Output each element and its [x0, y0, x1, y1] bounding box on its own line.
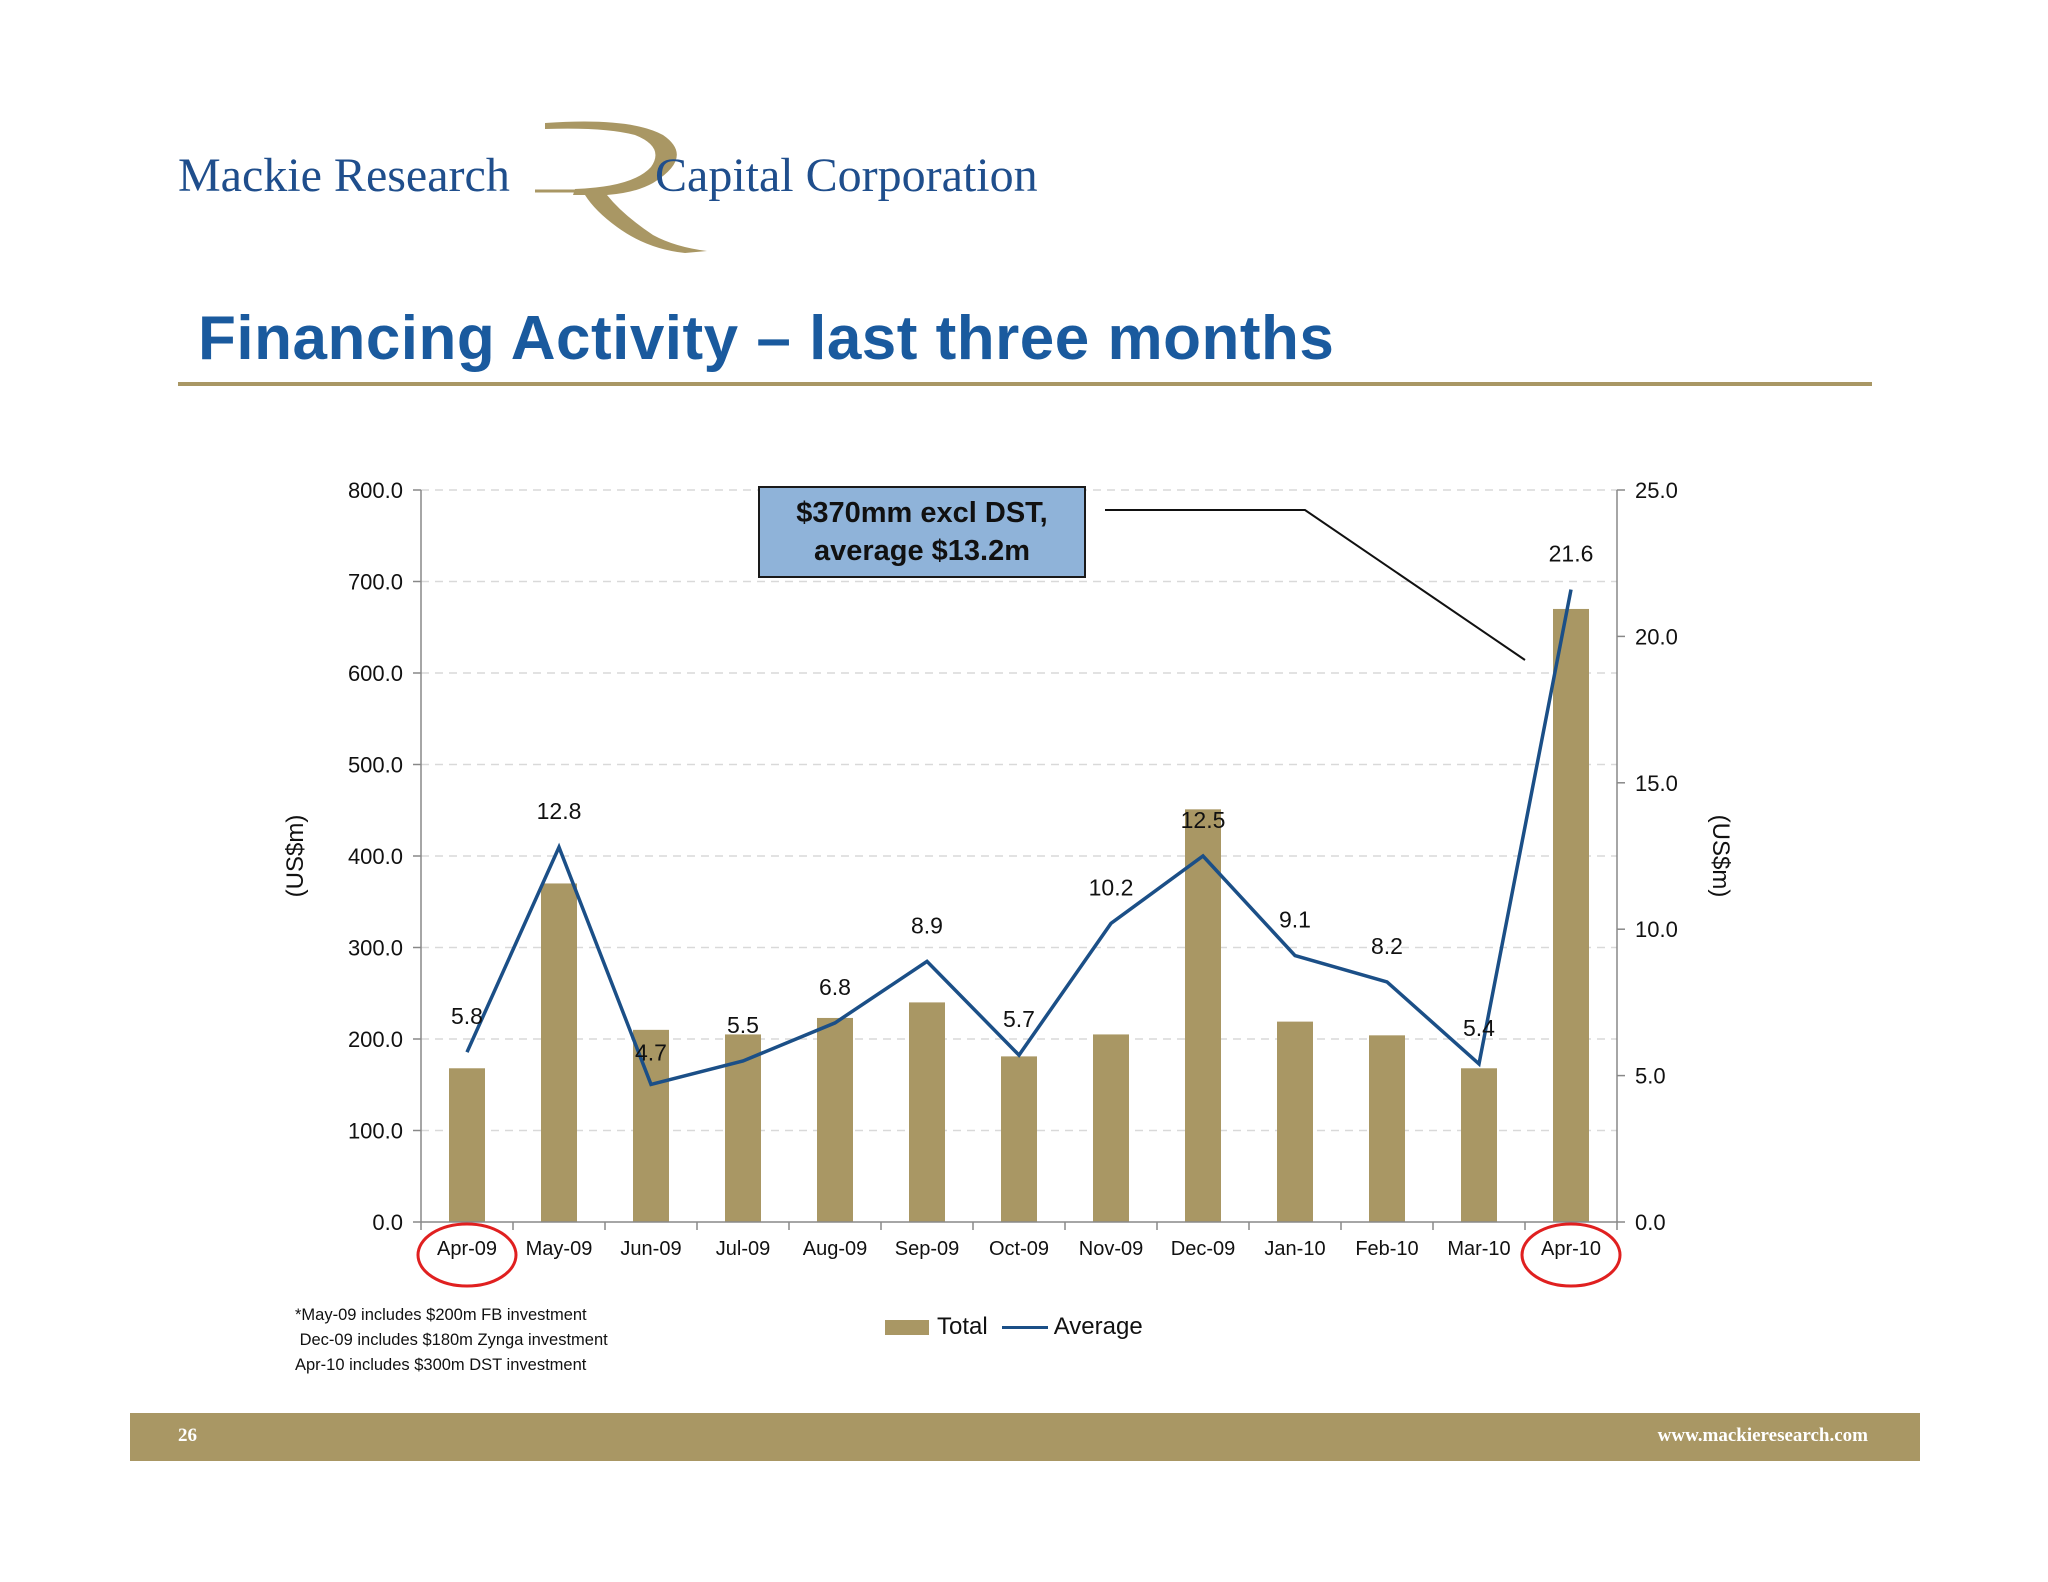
- page-number: 26: [178, 1425, 197, 1446]
- x-tick-label: Feb-10: [1355, 1238, 1418, 1260]
- average-data-label: 5.4: [1463, 1015, 1495, 1041]
- bar-total: [633, 1029, 669, 1222]
- bar-total: [541, 883, 577, 1222]
- y-right-tick-label: 0.0: [1635, 1210, 1666, 1235]
- x-tick-label: May-09: [526, 1238, 593, 1260]
- footer-url: www.mackieresearch.com: [1657, 1425, 1868, 1446]
- average-data-label: 6.8: [819, 974, 851, 1000]
- bar-total: [1093, 1034, 1129, 1222]
- highlight-circle: [1520, 1222, 1622, 1288]
- bar-total: [1553, 608, 1589, 1222]
- average-data-label: 10.2: [1089, 874, 1134, 900]
- y-right-tick-label: 20.0: [1635, 624, 1678, 649]
- y-left-tick-label: 700.0: [348, 570, 403, 595]
- footnote: *May-09 includes $200m FB investment: [295, 1306, 587, 1324]
- title-divider: [178, 382, 1872, 386]
- average-data-label: 8.9: [911, 912, 943, 938]
- y-left-tick-label: 300.0: [348, 936, 403, 961]
- highlight-circle: [416, 1222, 518, 1288]
- average-data-label: 21.6: [1549, 541, 1594, 567]
- bar-total: [817, 1017, 853, 1222]
- logo-r-mark: [535, 121, 707, 253]
- footnote: Apr-10 includes $300m DST investment: [295, 1356, 587, 1374]
- legend-swatch-total: [885, 1319, 929, 1335]
- y-right-tick-label: 10.0: [1635, 917, 1678, 942]
- y-left-tick-label: 800.0: [348, 478, 403, 503]
- average-data-label: 5.5: [727, 1012, 759, 1038]
- footnote: Dec-09 includes $180m Zynga investment: [295, 1331, 608, 1349]
- x-tick-label: Dec-09: [1171, 1238, 1235, 1260]
- bar-total: [1461, 1068, 1497, 1222]
- footer-bar: 26 www.mackieresearch.com: [130, 1413, 1920, 1461]
- x-tick-label: Mar-10: [1447, 1238, 1510, 1260]
- bar-total: [1185, 809, 1221, 1222]
- bar-total: [449, 1068, 485, 1222]
- average-line: [465, 589, 1573, 1087]
- x-tick-label: Apr-10: [1541, 1238, 1601, 1260]
- legend-label-total: Total: [937, 1313, 988, 1340]
- y-left-tick-label: 100.0: [348, 1119, 403, 1144]
- annotation-box: $370mm excl DST, average $13.2m: [758, 486, 1086, 578]
- bar-total: [1277, 1021, 1313, 1222]
- average-data-label: 8.2: [1371, 933, 1403, 959]
- y-left-tick-label: 500.0: [348, 753, 403, 778]
- average-data-label: 5.8: [451, 1003, 483, 1029]
- bar-total: [1001, 1056, 1037, 1222]
- x-tick-label: Aug-09: [803, 1238, 868, 1260]
- y-left-tick-label: 400.0: [348, 844, 403, 869]
- y-right-axis-title: (US$m): [1707, 815, 1734, 898]
- logo-text-right: Capital Corporation: [655, 149, 1038, 202]
- y-left-tick-label: 600.0: [348, 661, 403, 686]
- logo-text-left: Mackie Research: [178, 149, 510, 202]
- bar-total: [1369, 1035, 1405, 1222]
- x-tick-label: Nov-09: [1079, 1238, 1143, 1260]
- average-data-label: 12.8: [537, 798, 582, 824]
- footnotes: *May-09 includes $200m FB investment Dec…: [295, 1303, 608, 1378]
- page-title: Financing Activity – last three months: [198, 304, 1335, 373]
- y-right-tick-label: 25.0: [1635, 478, 1678, 503]
- x-tick-label: Sep-09: [895, 1238, 960, 1260]
- bar-total: [909, 1002, 945, 1222]
- legend-swatch-average: [1001, 1325, 1048, 1329]
- annotation-connector: [1105, 509, 1526, 661]
- average-data-label: 4.7: [635, 1039, 667, 1065]
- average-data-label: 9.1: [1279, 907, 1311, 933]
- annotation-line-1: $370mm excl DST,: [796, 497, 1048, 529]
- y-right-tick-label: 5.0: [1635, 1064, 1666, 1089]
- annotation-line-2: average $13.2m: [813, 535, 1031, 567]
- y-right-tick-label: 15.0: [1635, 771, 1678, 796]
- x-tick-label: Jun-09: [620, 1238, 681, 1260]
- x-tick-label: Oct-09: [989, 1238, 1049, 1260]
- y-left-axis-title: (US$m): [282, 815, 309, 898]
- average-data-label: 12.5: [1181, 807, 1226, 833]
- average-data-label: 5.7: [1003, 1006, 1035, 1032]
- legend-label-average: Average: [1053, 1313, 1143, 1340]
- chart-legend: Total Average: [885, 1313, 1143, 1341]
- y-left-tick-label: 0.0: [372, 1210, 403, 1235]
- x-tick-label: Jul-09: [716, 1238, 770, 1260]
- x-tick-label: Apr-09: [437, 1238, 497, 1260]
- y-left-tick-label: 200.0: [348, 1027, 403, 1052]
- x-tick-label: Jan-10: [1264, 1238, 1325, 1260]
